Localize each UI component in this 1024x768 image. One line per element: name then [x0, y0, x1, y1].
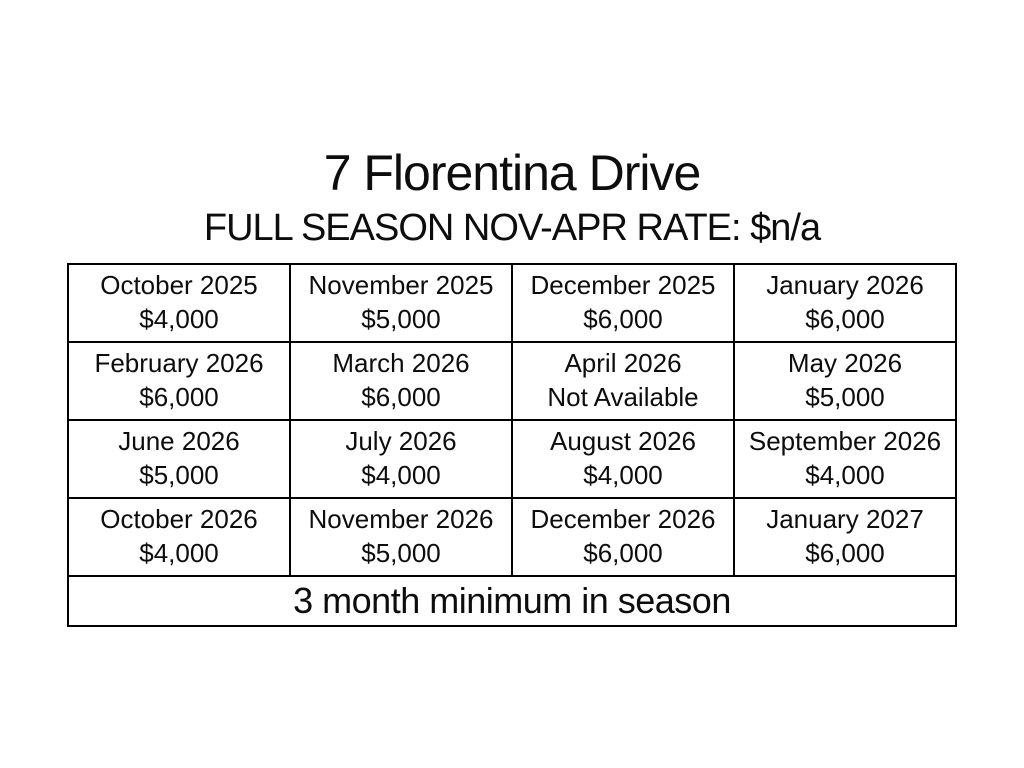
price-label: $6,000 [805, 303, 885, 334]
month-label: August 2026 [549, 425, 696, 456]
price-label: $5,000 [361, 303, 441, 334]
price-label: $5,000 [139, 459, 219, 490]
month-label: October 2025 [100, 269, 258, 300]
availability-label: Not Available [547, 381, 699, 412]
rate-cell-may-2026: May 2026 $5,000 [733, 340, 957, 421]
price-label: $4,000 [583, 459, 663, 490]
footer-row: 3 month minimum in season [67, 574, 957, 627]
minimum-stay-note: 3 month minimum in season [67, 574, 957, 627]
price-label: $6,000 [805, 537, 885, 568]
price-label: $6,000 [583, 537, 663, 568]
month-label: December 2026 [530, 503, 716, 534]
month-label: February 2026 [94, 347, 264, 378]
month-label: December 2025 [530, 269, 716, 300]
rate-cell-august-2026: August 2026 $4,000 [511, 418, 735, 499]
rate-row: October 2025 $4,000 November 2025 $5,000… [67, 262, 957, 343]
month-label: November 2026 [308, 503, 494, 534]
page-title: 7 Florentina Drive [323, 145, 702, 201]
price-label: $5,000 [805, 381, 885, 412]
rate-cell-december-2025: December 2025 $6,000 [511, 262, 735, 343]
month-label: January 2026 [766, 269, 924, 300]
month-label: April 2026 [564, 347, 682, 378]
rate-cell-february-2026: February 2026 $6,000 [67, 340, 291, 421]
price-label: $6,000 [583, 303, 663, 334]
rate-cell-april-2026: April 2026 Not Available [511, 340, 735, 421]
rate-cell-june-2026: June 2026 $5,000 [67, 418, 291, 499]
page-subtitle: FULL SEASON NOV-APR RATE: $n/a [203, 207, 821, 249]
rate-cell-november-2025: November 2025 $5,000 [289, 262, 513, 343]
rate-cell-october-2026: October 2026 $4,000 [67, 496, 291, 577]
monthly-rate-table: October 2025 $4,000 November 2025 $5,000… [67, 262, 957, 627]
rate-row: June 2026 $5,000 July 2026 $4,000 August… [67, 418, 957, 499]
month-label: November 2025 [308, 269, 494, 300]
month-label: January 2027 [766, 503, 924, 534]
price-label: $6,000 [361, 381, 441, 412]
rate-cell-january-2026: January 2026 $6,000 [733, 262, 957, 343]
month-label: October 2026 [100, 503, 258, 534]
price-label: $4,000 [139, 537, 219, 568]
rate-row: February 2026 $6,000 March 2026 $6,000 A… [67, 340, 957, 421]
rate-cell-march-2026: March 2026 $6,000 [289, 340, 513, 421]
rate-cell-november-2026: November 2026 $5,000 [289, 496, 513, 577]
month-label: March 2026 [332, 347, 470, 378]
month-label: May 2026 [787, 347, 903, 378]
price-label: $6,000 [139, 381, 219, 412]
rate-cell-september-2026: September 2026 $4,000 [733, 418, 957, 499]
rate-cell-january-2027: January 2027 $6,000 [733, 496, 957, 577]
price-label: $4,000 [361, 459, 441, 490]
rate-cell-december-2026: December 2026 $6,000 [511, 496, 735, 577]
month-label: July 2026 [345, 425, 457, 456]
month-label: June 2026 [118, 425, 240, 456]
rate-row: October 2026 $4,000 November 2026 $5,000… [67, 496, 957, 577]
month-label: September 2026 [748, 425, 942, 456]
price-label: $5,000 [361, 537, 441, 568]
rate-cell-july-2026: July 2026 $4,000 [289, 418, 513, 499]
rate-cell-october-2025: October 2025 $4,000 [67, 262, 291, 343]
price-label: $4,000 [805, 459, 885, 490]
price-label: $4,000 [139, 303, 219, 334]
